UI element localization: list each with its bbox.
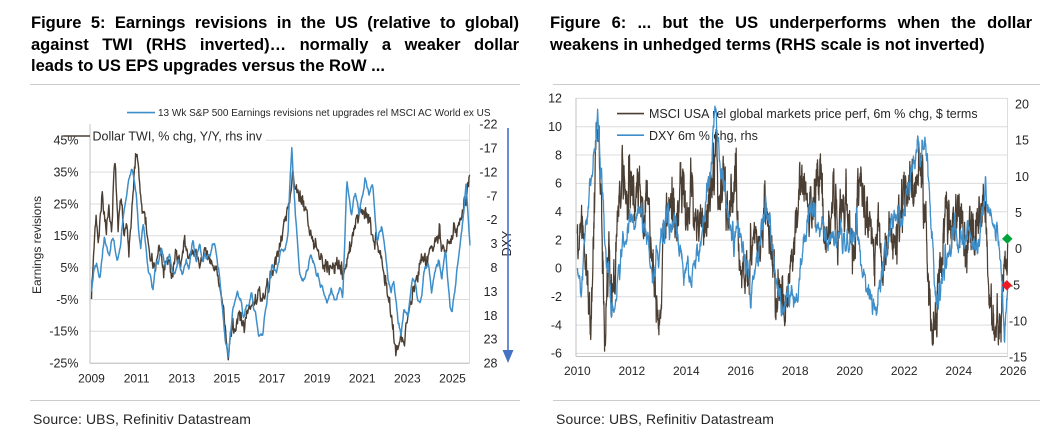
svg-text:Dollar TWI, % chg, Y/Y, rhs in: Dollar TWI, % chg, Y/Y, rhs inv bbox=[93, 130, 263, 144]
svg-text:2013: 2013 bbox=[168, 372, 195, 386]
svg-text:15%: 15% bbox=[53, 229, 78, 243]
svg-text:8: 8 bbox=[555, 148, 562, 162]
svg-text:DXY 6m % chg, rhs: DXY 6m % chg, rhs bbox=[649, 129, 758, 143]
svg-text:-12: -12 bbox=[479, 165, 497, 179]
svg-text:6: 6 bbox=[555, 177, 562, 191]
svg-text:13 Wk S&P 500 Earnings revisio: 13 Wk S&P 500 Earnings revisions net upg… bbox=[158, 108, 491, 119]
svg-text:25%: 25% bbox=[53, 197, 78, 211]
svg-text:-5%: -5% bbox=[56, 293, 78, 307]
svg-text:45%: 45% bbox=[53, 134, 78, 148]
svg-text:DXY: DXY bbox=[500, 230, 514, 256]
svg-text:2018: 2018 bbox=[782, 364, 809, 378]
svg-text:2020: 2020 bbox=[836, 364, 863, 378]
svg-text:2021: 2021 bbox=[349, 372, 376, 386]
svg-text:MSCI USA rel global markets pr: MSCI USA rel global markets price perf, … bbox=[649, 107, 978, 121]
svg-text:-22: -22 bbox=[479, 118, 497, 132]
svg-text:0: 0 bbox=[555, 262, 562, 276]
svg-text:23: 23 bbox=[484, 333, 498, 347]
svg-text:2: 2 bbox=[555, 233, 562, 247]
svg-text:2011: 2011 bbox=[124, 372, 150, 386]
svg-text:5: 5 bbox=[1015, 206, 1022, 220]
svg-text:35%: 35% bbox=[53, 165, 78, 179]
svg-text:-10: -10 bbox=[1009, 314, 1027, 328]
svg-text:10: 10 bbox=[1015, 170, 1029, 184]
svg-text:2016: 2016 bbox=[727, 364, 754, 378]
svg-text:2022: 2022 bbox=[891, 364, 918, 378]
svg-text:2012: 2012 bbox=[618, 364, 645, 378]
svg-text:2009: 2009 bbox=[78, 372, 105, 386]
svg-text:20: 20 bbox=[1015, 98, 1029, 112]
svg-text:-5: -5 bbox=[1009, 278, 1020, 292]
svg-text:2015: 2015 bbox=[214, 372, 241, 386]
svg-text:2026: 2026 bbox=[1000, 364, 1027, 378]
svg-text:-4: -4 bbox=[551, 318, 562, 332]
svg-text:2024: 2024 bbox=[945, 364, 972, 378]
svg-text:8: 8 bbox=[491, 261, 498, 275]
svg-text:-17: -17 bbox=[479, 142, 497, 156]
svg-text:-15: -15 bbox=[1009, 351, 1027, 365]
svg-text:2017: 2017 bbox=[259, 372, 286, 386]
svg-text:13: 13 bbox=[484, 285, 498, 299]
svg-text:5%: 5% bbox=[60, 261, 78, 275]
svg-text:2023: 2023 bbox=[394, 372, 421, 386]
svg-text:4: 4 bbox=[555, 205, 562, 219]
svg-text:2010: 2010 bbox=[564, 364, 591, 378]
svg-text:2014: 2014 bbox=[673, 364, 700, 378]
svg-text:-6: -6 bbox=[551, 347, 562, 361]
svg-text:15: 15 bbox=[1015, 134, 1029, 148]
svg-text:12: 12 bbox=[548, 92, 562, 106]
svg-text:-7: -7 bbox=[486, 189, 497, 203]
svg-text:Earnings revisions: Earnings revisions bbox=[30, 196, 44, 294]
svg-text:2025: 2025 bbox=[439, 372, 466, 386]
svg-text:-25%: -25% bbox=[49, 357, 78, 371]
svg-text:10: 10 bbox=[548, 120, 562, 134]
svg-text:2019: 2019 bbox=[304, 372, 331, 386]
svg-text:3: 3 bbox=[491, 237, 498, 251]
svg-text:0: 0 bbox=[1015, 242, 1022, 256]
svg-text:-15%: -15% bbox=[49, 325, 78, 339]
svg-text:28: 28 bbox=[484, 357, 498, 371]
svg-text:-2: -2 bbox=[551, 290, 562, 304]
svg-text:18: 18 bbox=[484, 309, 498, 323]
svg-text:-2: -2 bbox=[486, 213, 497, 227]
